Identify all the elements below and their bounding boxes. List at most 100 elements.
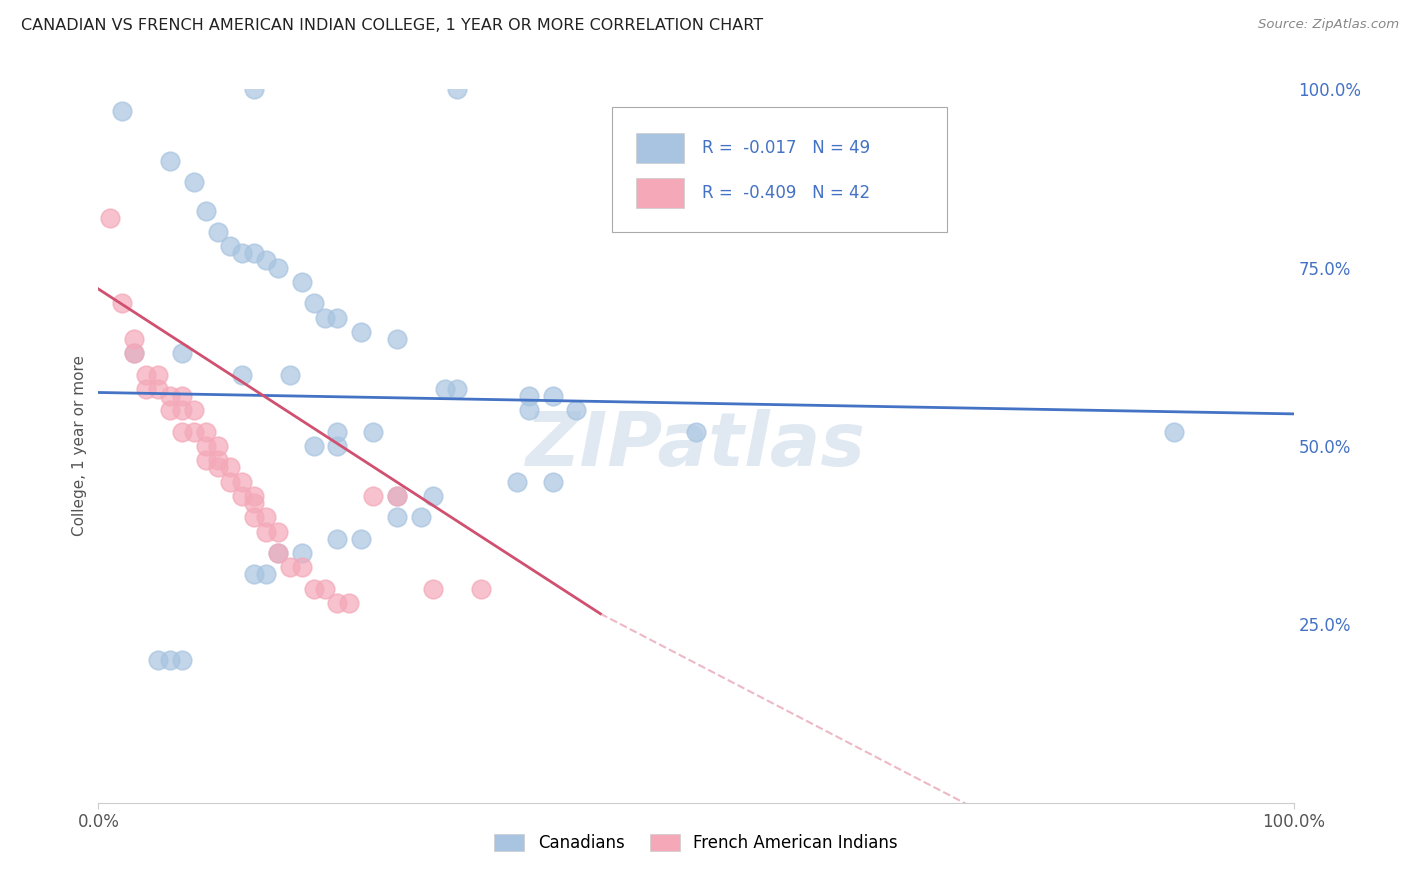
FancyBboxPatch shape	[613, 107, 948, 232]
Point	[350, 325, 373, 339]
Point	[470, 582, 492, 596]
Text: CANADIAN VS FRENCH AMERICAN INDIAN COLLEGE, 1 YEAR OR MORE CORRELATION CHART: CANADIAN VS FRENCH AMERICAN INDIAN COLLE…	[21, 18, 763, 33]
Point	[124, 332, 146, 346]
Point	[385, 489, 409, 503]
Text: R =  -0.409   N = 42: R = -0.409 N = 42	[702, 184, 870, 202]
Point	[506, 475, 529, 489]
Point	[124, 346, 146, 360]
Point	[159, 653, 181, 667]
Point	[565, 403, 588, 417]
Point	[278, 368, 301, 382]
Point	[385, 489, 409, 503]
Point	[411, 510, 433, 524]
Point	[267, 546, 290, 560]
Point	[254, 253, 277, 268]
Point	[267, 546, 290, 560]
Point	[243, 489, 266, 503]
Point	[172, 425, 194, 439]
Point	[207, 453, 229, 467]
Text: Source: ZipAtlas.com: Source: ZipAtlas.com	[1258, 18, 1399, 31]
Point	[207, 439, 229, 453]
Point	[183, 175, 205, 189]
Point	[278, 560, 301, 574]
Point	[315, 582, 337, 596]
Point	[195, 453, 218, 467]
Point	[254, 524, 277, 539]
Text: ZIPatlas: ZIPatlas	[526, 409, 866, 483]
Point	[231, 475, 253, 489]
Point	[541, 389, 564, 403]
Point	[326, 310, 349, 325]
Point	[231, 368, 253, 382]
Point	[541, 475, 564, 489]
Point	[254, 510, 277, 524]
Point	[326, 596, 349, 610]
Bar	[637, 133, 685, 162]
Point	[195, 439, 218, 453]
Point	[517, 403, 540, 417]
Point	[159, 403, 181, 417]
Point	[207, 460, 229, 475]
Point	[446, 82, 468, 96]
Point	[363, 489, 385, 503]
Point	[98, 211, 122, 225]
Point	[267, 524, 290, 539]
Point	[183, 425, 205, 439]
Point	[172, 389, 194, 403]
Point	[135, 382, 157, 396]
Point	[446, 382, 468, 396]
Point	[219, 239, 242, 253]
Point	[1163, 425, 1185, 439]
Point	[124, 346, 146, 360]
Point	[231, 246, 253, 260]
Point	[159, 389, 181, 403]
Point	[148, 653, 170, 667]
Point	[363, 425, 385, 439]
Point	[434, 382, 457, 396]
Point	[148, 382, 170, 396]
Point	[195, 203, 218, 218]
Point	[385, 332, 409, 346]
Point	[339, 596, 361, 610]
Point	[148, 368, 170, 382]
Point	[302, 439, 325, 453]
Point	[172, 403, 194, 417]
Legend: Canadians, French American Indians: Canadians, French American Indians	[488, 827, 904, 859]
Point	[350, 532, 373, 546]
Point	[385, 510, 409, 524]
Point	[243, 246, 266, 260]
Point	[111, 296, 134, 310]
Point	[111, 103, 134, 118]
Text: R =  -0.017   N = 49: R = -0.017 N = 49	[702, 139, 870, 157]
Y-axis label: College, 1 year or more: College, 1 year or more	[72, 356, 87, 536]
Point	[254, 567, 277, 582]
Point	[267, 260, 290, 275]
Point	[183, 403, 205, 417]
Point	[195, 425, 218, 439]
Point	[315, 310, 337, 325]
Point	[302, 296, 325, 310]
Point	[291, 560, 314, 574]
Point	[172, 653, 194, 667]
Point	[291, 275, 314, 289]
Bar	[637, 178, 685, 208]
Point	[219, 460, 242, 475]
Point	[326, 532, 349, 546]
Point	[159, 153, 181, 168]
Point	[422, 489, 444, 503]
Point	[243, 510, 266, 524]
Point	[291, 546, 314, 560]
Point	[326, 425, 349, 439]
Point	[243, 567, 266, 582]
Point	[422, 582, 444, 596]
Point	[517, 389, 540, 403]
Point	[231, 489, 253, 503]
Point	[219, 475, 242, 489]
Point	[243, 496, 266, 510]
Point	[172, 346, 194, 360]
Point	[685, 425, 707, 439]
Point	[207, 225, 229, 239]
Point	[302, 582, 325, 596]
Point	[326, 439, 349, 453]
Point	[243, 82, 266, 96]
